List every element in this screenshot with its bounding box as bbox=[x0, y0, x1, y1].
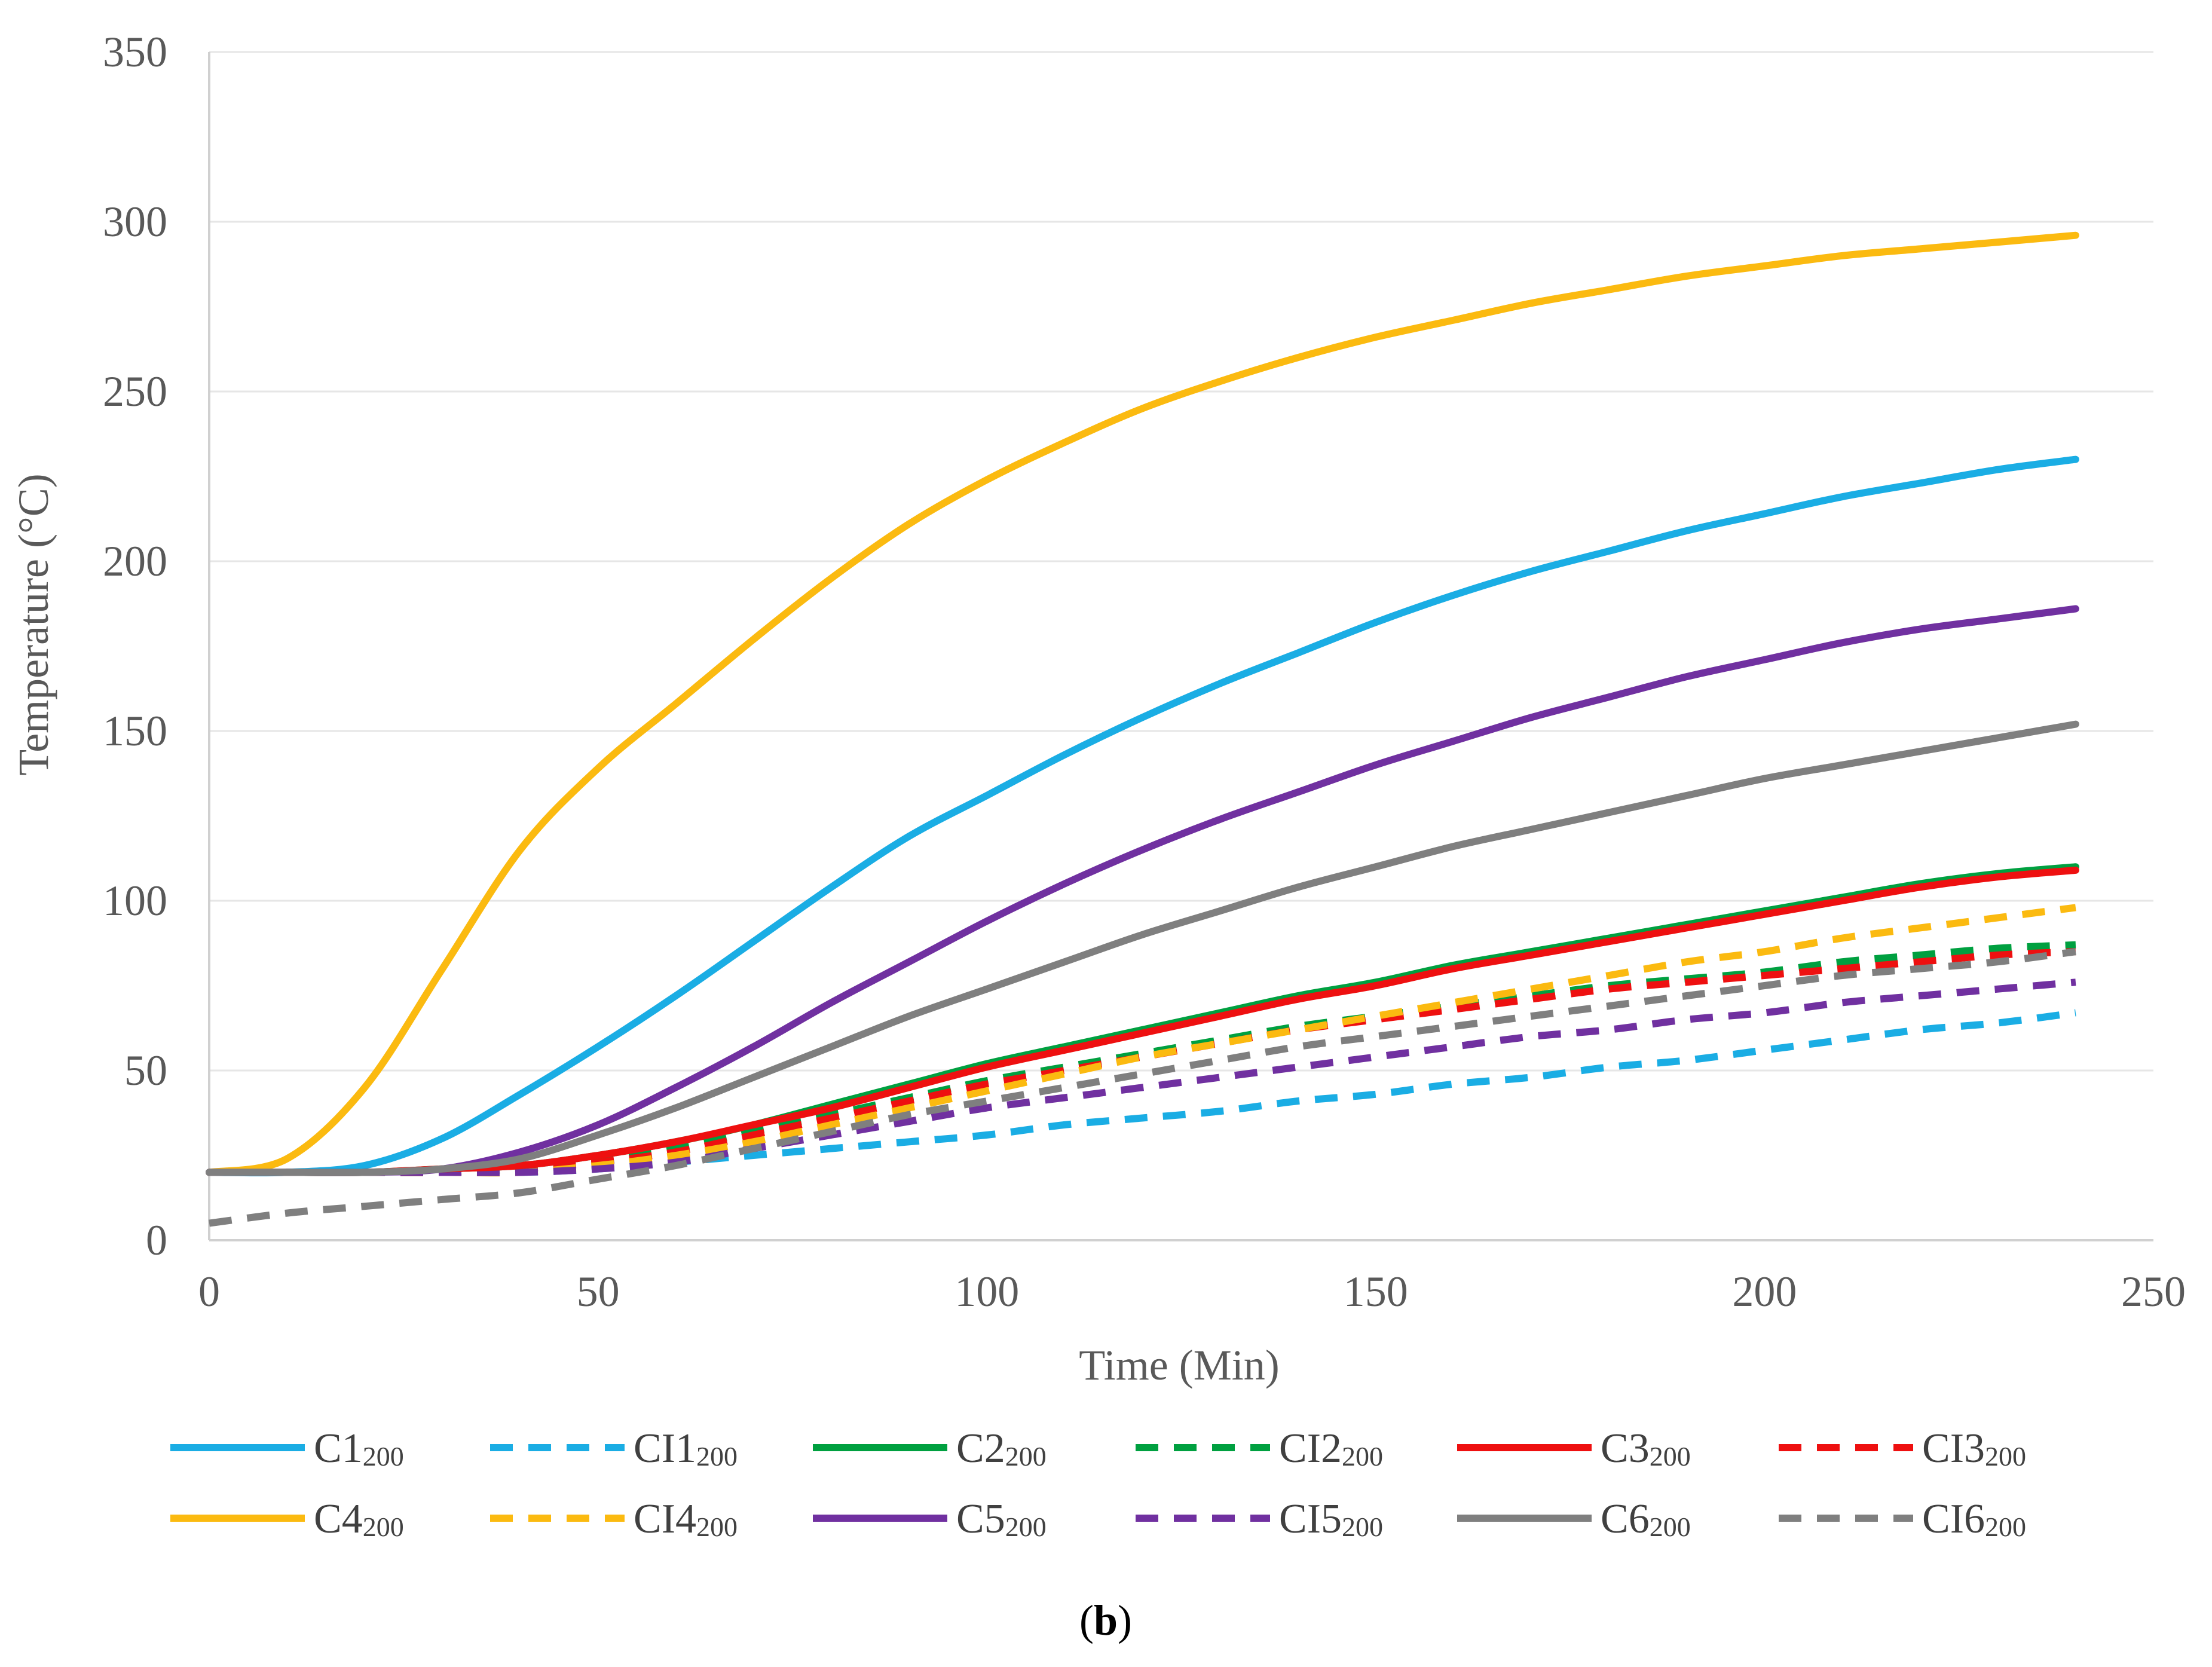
legend-name: C4 bbox=[314, 1496, 363, 1542]
legend-subscript: 200 bbox=[1650, 1441, 1691, 1472]
legend-name: CI6 bbox=[1922, 1496, 1985, 1542]
legend-label: C6200 bbox=[1601, 1496, 1691, 1542]
caption-close: ) bbox=[1118, 1596, 1132, 1644]
gridlines bbox=[209, 51, 2153, 1072]
legend-subscript: 200 bbox=[1005, 1441, 1047, 1472]
legend-label: C4200 bbox=[314, 1496, 404, 1542]
series-line-c6 bbox=[206, 720, 2079, 1176]
x-tick-label: 50 bbox=[577, 1268, 620, 1316]
legend-label: CI1200 bbox=[634, 1426, 738, 1472]
legend-item-ci2: CI2200 bbox=[1136, 1426, 1383, 1472]
axes bbox=[208, 52, 2153, 1241]
legend-name: CI1 bbox=[634, 1426, 696, 1472]
legend-name: CI5 bbox=[1279, 1496, 1342, 1542]
tick-labels: 0 50 100 150 200 250 300 350 0 50 100 150 200 250 bbox=[103, 28, 2186, 1316]
legend-subscript: 200 bbox=[363, 1441, 404, 1472]
legend-item-c2: C2200 bbox=[813, 1426, 1047, 1472]
series-line-ci2 bbox=[209, 941, 2076, 1176]
legend-subscript: 200 bbox=[1650, 1512, 1691, 1542]
series-line-ci5 bbox=[209, 978, 2076, 1176]
x-tick-label: 200 bbox=[1732, 1268, 1797, 1316]
legend-subscript: 200 bbox=[696, 1441, 738, 1472]
series-line-c1 bbox=[206, 455, 2079, 1177]
legend-subscript: 200 bbox=[1005, 1512, 1047, 1542]
legend-label: C5200 bbox=[956, 1496, 1047, 1542]
series-line-c4 bbox=[206, 231, 2079, 1176]
legend-name: CI4 bbox=[634, 1496, 696, 1542]
legend-label: C2200 bbox=[956, 1426, 1047, 1472]
legend-name: C5 bbox=[956, 1496, 1005, 1542]
series-line-c5 bbox=[206, 605, 2079, 1176]
legend-item-c6: C6200 bbox=[1457, 1496, 1691, 1542]
legend-label: CI2200 bbox=[1279, 1426, 1383, 1472]
legend-item-ci6: CI6200 bbox=[1779, 1496, 2026, 1542]
legend-item-ci3: CI3200 bbox=[1779, 1426, 2026, 1472]
legend-name: C6 bbox=[1601, 1496, 1650, 1542]
y-axis-title: Temperature (°C) bbox=[10, 473, 57, 776]
caption-open: ( bbox=[1079, 1596, 1094, 1644]
legend-subscript: 200 bbox=[1342, 1441, 1383, 1472]
legend-label: CI3200 bbox=[1922, 1426, 2026, 1472]
series-lines bbox=[206, 231, 2079, 1227]
series-line-c3 bbox=[206, 866, 2079, 1176]
y-tick-label: 300 bbox=[103, 198, 167, 246]
legend-label: CI4200 bbox=[634, 1496, 738, 1542]
legend-item-ci1: CI1200 bbox=[490, 1426, 738, 1472]
x-tick-label: 250 bbox=[2121, 1268, 2186, 1316]
x-axis-title: Time (Min) bbox=[1079, 1341, 1279, 1389]
legend-subscript: 200 bbox=[363, 1512, 404, 1542]
legend-item-ci4: CI4200 bbox=[490, 1496, 738, 1542]
y-tick-label: 50 bbox=[124, 1047, 167, 1094]
legend-name: CI2 bbox=[1279, 1426, 1342, 1472]
legend-subscript: 200 bbox=[1985, 1512, 2026, 1542]
x-tick-label: 0 bbox=[198, 1268, 220, 1316]
y-tick-label: 200 bbox=[103, 537, 167, 585]
legend-item-c5: C5200 bbox=[813, 1496, 1047, 1542]
x-tick-label: 100 bbox=[954, 1268, 1019, 1316]
legend-name: C2 bbox=[956, 1426, 1005, 1472]
legend-label: CI6200 bbox=[1922, 1496, 2026, 1542]
legend-subscript: 200 bbox=[696, 1512, 738, 1542]
series-line-ci4 bbox=[209, 904, 2076, 1177]
y-tick-label: 100 bbox=[103, 877, 167, 925]
legend-item-c4: C4200 bbox=[170, 1496, 404, 1542]
legend-name: CI3 bbox=[1922, 1426, 1985, 1472]
series-line-ci3 bbox=[209, 948, 2076, 1176]
y-tick-label: 150 bbox=[103, 707, 167, 755]
legend-subscript: 200 bbox=[1985, 1441, 2026, 1472]
x-tick-label: 150 bbox=[1344, 1268, 1408, 1316]
legend-label: CI5200 bbox=[1279, 1496, 1383, 1542]
figure-caption: (b) bbox=[1079, 1596, 1132, 1644]
legend-name: C3 bbox=[1601, 1426, 1650, 1472]
legend-label: C3200 bbox=[1601, 1426, 1691, 1472]
legend-subscript: 200 bbox=[1342, 1512, 1383, 1542]
legend-item-c1: C1200 bbox=[170, 1426, 404, 1472]
legend-label: C1200 bbox=[314, 1426, 404, 1472]
series-line-c2 bbox=[206, 863, 2079, 1176]
y-tick-label: 350 bbox=[103, 28, 167, 76]
series-line-ci6 bbox=[209, 948, 2076, 1227]
y-tick-label: 0 bbox=[146, 1216, 167, 1264]
y-tick-label: 250 bbox=[103, 368, 167, 415]
caption-letter: b bbox=[1094, 1596, 1118, 1644]
legend-item-ci5: CI5200 bbox=[1136, 1496, 1383, 1542]
legend-name: C1 bbox=[314, 1426, 363, 1472]
legend-item-c3: C3200 bbox=[1457, 1426, 1691, 1472]
